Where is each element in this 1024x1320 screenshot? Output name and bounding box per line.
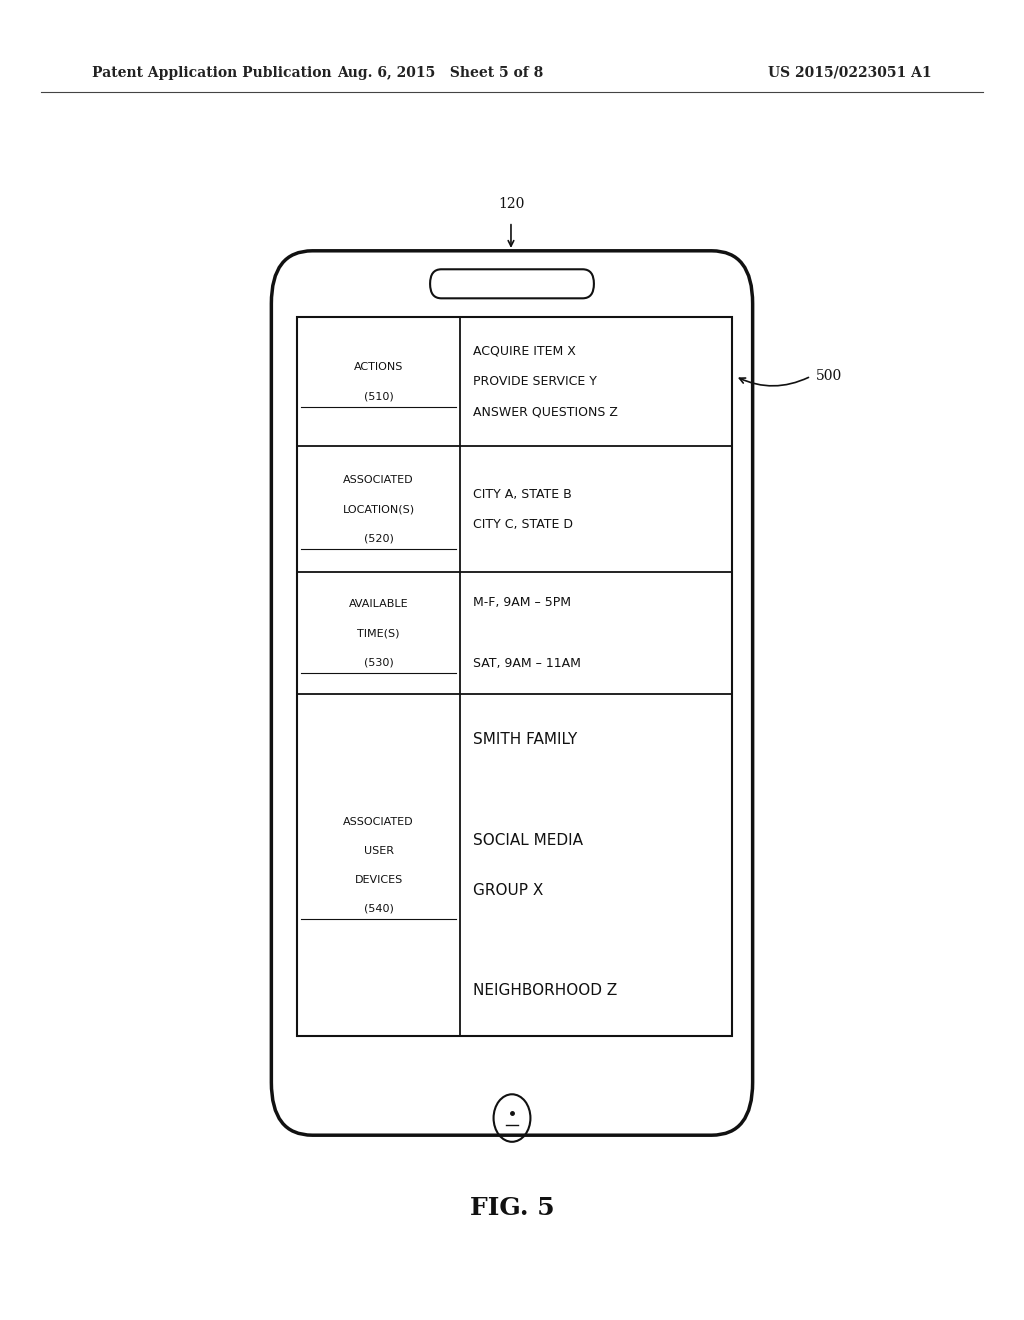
Text: 120: 120 [499,197,525,211]
Text: ANSWER QUESTIONS Z: ANSWER QUESTIONS Z [473,405,618,418]
Text: ACQUIRE ITEM X: ACQUIRE ITEM X [473,345,577,358]
Text: AVAILABLE: AVAILABLE [349,599,409,610]
Text: Aug. 6, 2015   Sheet 5 of 8: Aug. 6, 2015 Sheet 5 of 8 [337,66,544,79]
FancyBboxPatch shape [271,251,753,1135]
Text: M-F, 9AM – 5PM: M-F, 9AM – 5PM [473,597,571,610]
Text: LOCATION(S): LOCATION(S) [342,504,415,515]
Text: NEIGHBORHOOD Z: NEIGHBORHOOD Z [473,983,617,998]
Text: SMITH FAMILY: SMITH FAMILY [473,733,578,747]
Text: ACTIONS: ACTIONS [354,362,403,372]
Text: US 2015/0223051 A1: US 2015/0223051 A1 [768,66,932,79]
Text: DEVICES: DEVICES [354,875,402,884]
Text: ASSOCIATED: ASSOCIATED [343,817,414,826]
Bar [297,317,732,1036]
Text: (510): (510) [364,391,393,401]
Text: USER: USER [364,846,393,855]
Text: SOCIAL MEDIA: SOCIAL MEDIA [473,833,584,847]
Text: TIME(S): TIME(S) [357,628,399,639]
Text: GROUP X: GROUP X [473,883,544,898]
Text: PROVIDE SERVICE Y: PROVIDE SERVICE Y [473,375,597,388]
FancyBboxPatch shape [430,269,594,298]
Text: SAT, 9AM – 11AM: SAT, 9AM – 11AM [473,657,582,671]
Text: Patent Application Publication: Patent Application Publication [92,66,332,79]
Text: CITY C, STATE D: CITY C, STATE D [473,517,573,531]
Text: ASSOCIATED: ASSOCIATED [343,475,414,486]
Text: (520): (520) [364,533,393,544]
Text: CITY A, STATE B: CITY A, STATE B [473,487,572,500]
Text: 500: 500 [816,370,843,383]
Text: FIG. 5: FIG. 5 [470,1196,554,1220]
Text: (540): (540) [364,904,393,913]
Text: (530): (530) [364,657,393,668]
